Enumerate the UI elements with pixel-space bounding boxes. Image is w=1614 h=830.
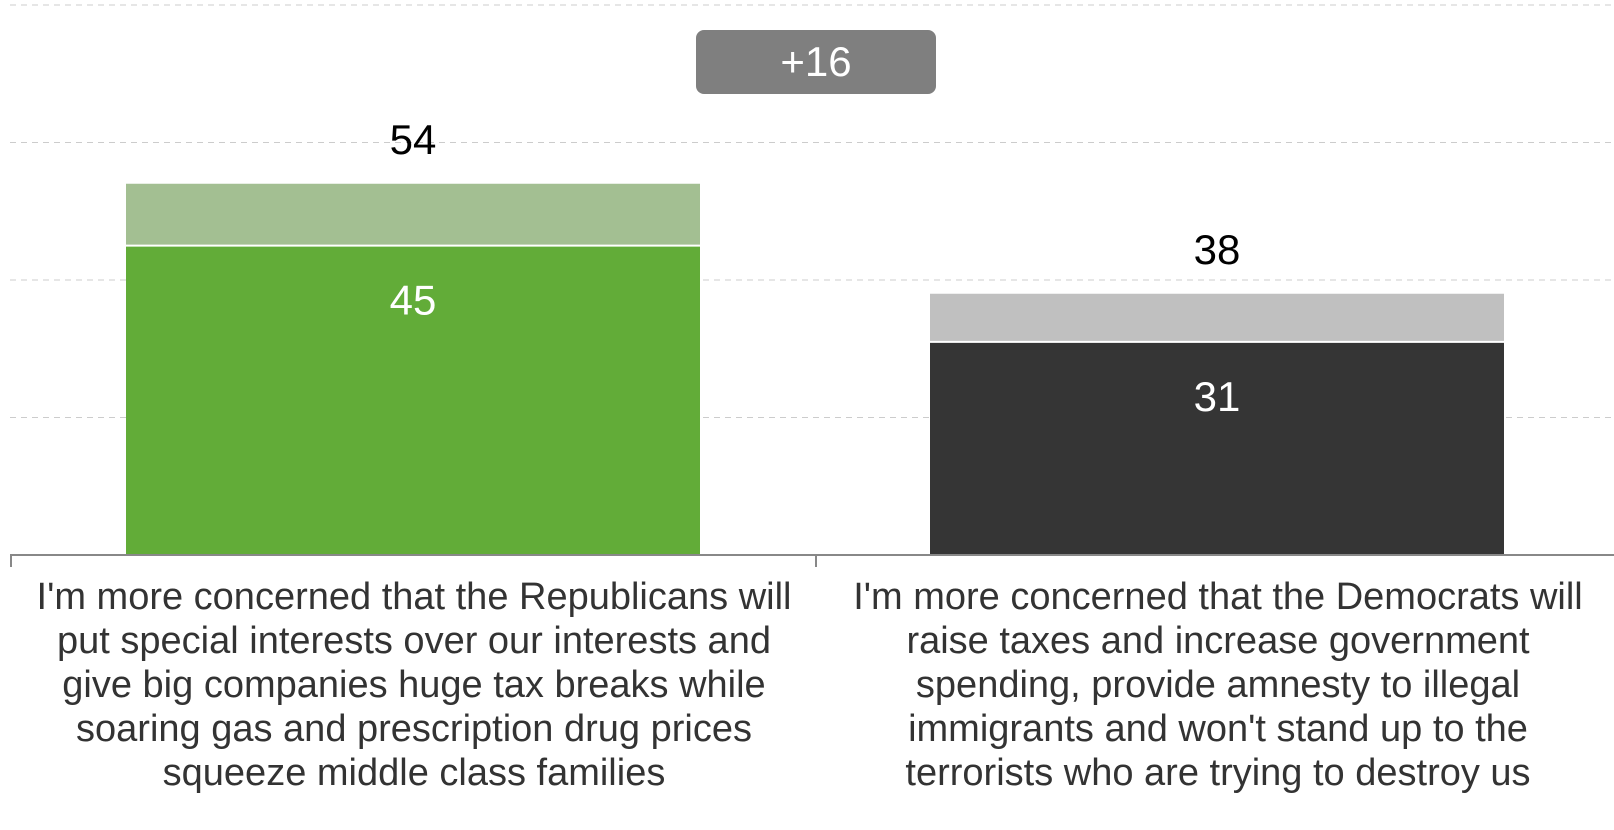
category-label-line: raise taxes and increase government <box>906 620 1530 662</box>
data-label-total: 38 <box>1194 226 1241 273</box>
data-label-base: 31 <box>1194 373 1241 420</box>
category-label-line: I'm more concerned that the Democrats wi… <box>853 576 1583 618</box>
data-label-base: 45 <box>390 277 437 324</box>
category-label-democrats: I'm more concerned that the Democrats wi… <box>818 575 1614 795</box>
category-label-republicans: I'm more concerned that the Republicans … <box>14 575 814 795</box>
bar-segment-base <box>930 341 1504 555</box>
data-label-total: 54 <box>390 116 437 163</box>
category-label-line: squeeze middle class families <box>162 752 666 794</box>
category-label-line: put special interests over our interests… <box>57 620 771 662</box>
category-label-line: soaring gas and prescription drug prices <box>76 708 752 750</box>
bar-segment-top <box>126 183 700 246</box>
bar-segment-base <box>126 245 700 555</box>
category-label-line: terrorists who are trying to destroy us <box>905 752 1531 794</box>
category-label-line: give big companies huge tax breaks while <box>62 664 766 706</box>
difference-badge: +16 <box>696 30 936 94</box>
bar-segment-top <box>930 293 1504 342</box>
category-label-line: I'm more concerned that the Republicans … <box>36 576 792 618</box>
category-label-line: spending, provide amnesty to illegal <box>915 664 1521 706</box>
category-label-line: immigrants and won't stand up to the <box>908 708 1528 750</box>
